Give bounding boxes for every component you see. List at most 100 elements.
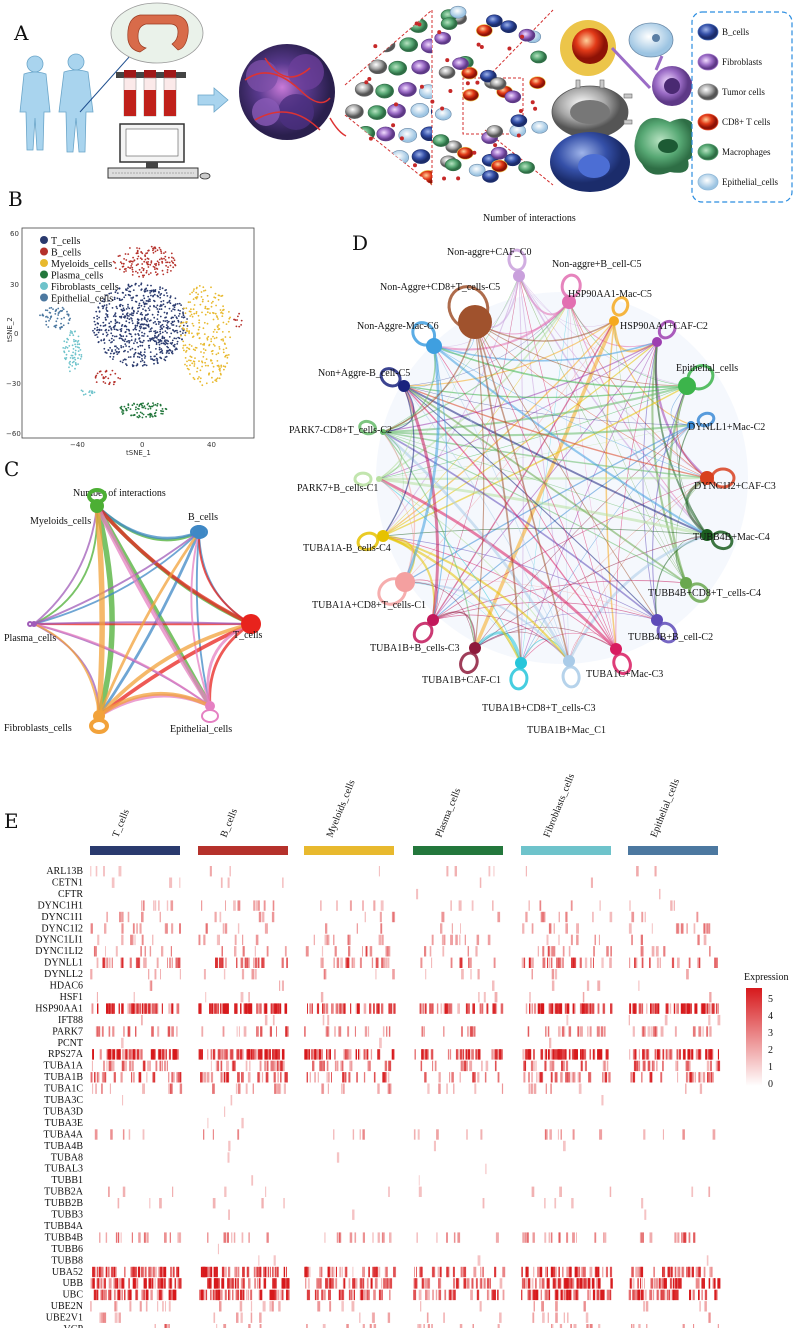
tsne-point [124, 253, 127, 255]
heat-cell [573, 1289, 577, 1301]
heat-cell [392, 1003, 395, 1014]
gene-label: TUBA3D [44, 1107, 83, 1118]
tsne-point [161, 331, 164, 334]
heat-cell [659, 1049, 661, 1060]
legend-swatch [40, 247, 48, 256]
heat-cell [685, 1060, 689, 1072]
heat-cell [243, 1289, 245, 1301]
tsne-point [125, 320, 128, 323]
micro-cell [388, 60, 407, 76]
heat-cell [165, 1301, 166, 1312]
tsne-point [120, 345, 122, 347]
heat-cell [609, 911, 613, 923]
heat-cell [91, 1060, 93, 1072]
tsne-point [202, 298, 204, 301]
tsne-point [179, 310, 182, 312]
heat-cell [97, 1003, 99, 1014]
heat-cell [166, 923, 168, 934]
tsne-point [114, 320, 117, 322]
heat-cell [334, 946, 337, 957]
tsne-point [172, 266, 175, 269]
network-edge [382, 275, 520, 537]
tsne-point [143, 302, 146, 305]
tsne-point [134, 338, 137, 341]
micro-cell [377, 171, 397, 185]
heat-cell [375, 969, 377, 980]
heat-cell [583, 1278, 585, 1289]
heat-cell [472, 1072, 475, 1083]
heat-cell [681, 1266, 683, 1278]
tsne-point [200, 291, 203, 293]
tsne-point [215, 336, 218, 339]
tsne-point [222, 309, 224, 312]
heat-cell [605, 1049, 609, 1060]
heat-cell [600, 1049, 602, 1060]
heat-cell [137, 957, 141, 968]
tsne-point [182, 311, 184, 314]
heat-cell [256, 1026, 259, 1037]
network-edge [382, 385, 415, 537]
heat-cell [367, 1060, 369, 1072]
heat-cell [446, 1266, 449, 1278]
heat-cell [550, 1232, 553, 1243]
tsne-point [182, 327, 184, 330]
tsne-point [79, 358, 82, 360]
tsne-point [178, 302, 181, 305]
heat-cell [715, 1289, 718, 1301]
heat-cell [663, 1289, 666, 1301]
heat-cell [127, 1003, 130, 1014]
tsne-point [201, 300, 204, 303]
micro-cell [368, 59, 388, 75]
heat-cell [134, 1266, 137, 1278]
heat-cell [599, 900, 601, 911]
tsne-point [196, 367, 199, 370]
heat-cell [387, 957, 390, 968]
heat-cell [413, 1129, 416, 1140]
heat-cell [357, 1003, 360, 1014]
heat-cell [92, 1278, 95, 1289]
heat-cell [237, 1278, 239, 1289]
tsne-point [135, 301, 138, 303]
tsne-point [199, 303, 202, 306]
heat-cell [572, 1003, 575, 1014]
heat-cell [644, 1209, 647, 1220]
tsne-point [169, 296, 172, 299]
heat-cell [121, 957, 124, 968]
heat-cell [246, 1003, 248, 1014]
heat-cell [453, 1232, 456, 1243]
tsne-point [154, 250, 157, 253]
group-bar [413, 846, 503, 855]
tsne-point [78, 353, 81, 356]
tsne-point [153, 330, 156, 333]
heat-cell [373, 1003, 375, 1014]
tsne-point [136, 403, 139, 406]
tsne-point [236, 319, 239, 321]
heat-cell [354, 1289, 355, 1301]
heat-cell [528, 900, 530, 911]
tsne-point [144, 288, 146, 291]
tsne-point [130, 335, 133, 338]
tsne-point [114, 312, 117, 315]
tsne-point [145, 271, 148, 274]
tsne-point [71, 344, 74, 347]
network-edge [474, 321, 658, 621]
tsne-point [196, 370, 198, 373]
heat-cell [124, 1289, 126, 1301]
heat-cell [242, 934, 244, 946]
gene-label: UBE2V1 [46, 1313, 83, 1324]
heat-cell [708, 1186, 711, 1197]
heat-cell [565, 1060, 569, 1072]
tsne-point [211, 381, 214, 383]
heat-cell [135, 1289, 139, 1301]
heat-cell [454, 866, 457, 877]
interaction-nodes: Myeloids_cells B_cellsT_cellsPlasma_cells… [4, 499, 263, 735]
heat-cell [598, 1324, 601, 1328]
heat-cell [312, 1003, 313, 1014]
tsne-point [147, 266, 150, 268]
heat-cell [566, 1266, 569, 1278]
tsne-point [173, 306, 176, 309]
heat-cell [590, 877, 593, 888]
micro-dot [417, 22, 422, 27]
heat-cell [282, 1278, 285, 1289]
tsne-point [133, 310, 135, 313]
